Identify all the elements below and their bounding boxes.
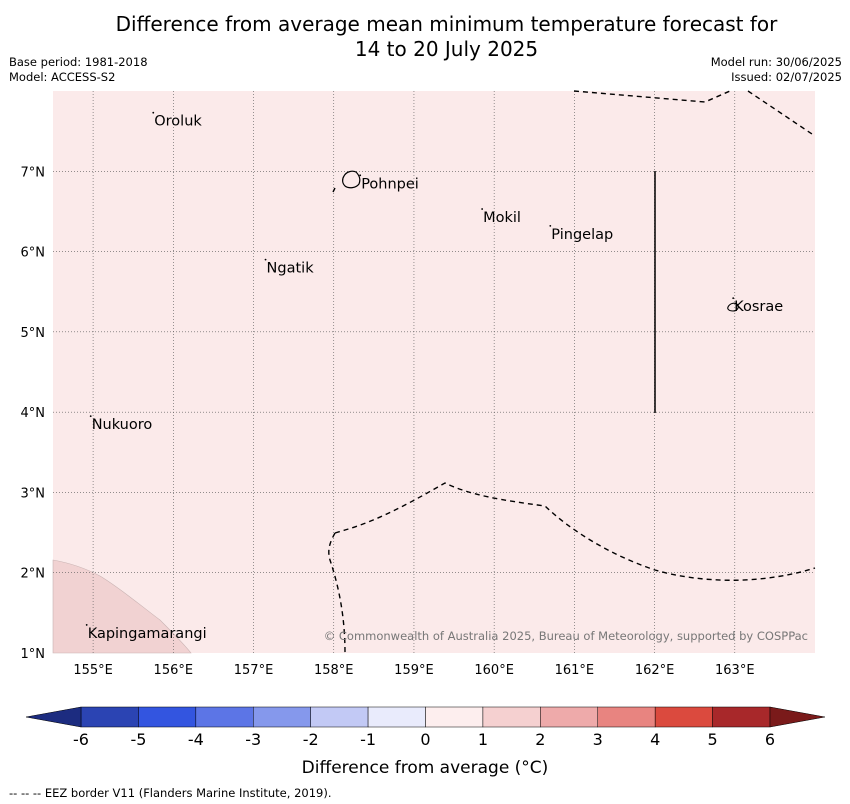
lon-tick-label: 162°E: [635, 663, 675, 678]
place-label-pohnpei: Pohnpei: [361, 176, 419, 192]
eez-border-south: [334, 482, 816, 581]
lat-tick-label: 2°N: [21, 567, 46, 582]
colorbar-under-arrow: [25, 706, 82, 728]
pohnpei-island-outline: [342, 170, 361, 189]
lon-tick-label: 156°E: [154, 663, 194, 678]
colorbar-tick-label: 5: [707, 730, 717, 749]
place-marker: [359, 174, 362, 177]
title-line-1: Difference from average mean minimum tem…: [115, 12, 778, 36]
issued-date: Issued: 02/07/2025: [731, 70, 842, 84]
copyright-notice: © Commonwealth of Australia 2025, Bureau…: [324, 629, 808, 643]
map-frame: Oroluk Pohnpei Mokil Pingelap Ngatik Kosrae Nu…: [52, 90, 816, 654]
place-label-ngatik: Ngatik: [267, 261, 315, 277]
place-label-pingelap: Pingelap: [551, 227, 613, 243]
lat-tick-label: 3°N: [21, 486, 46, 501]
eez-border-north: [573, 90, 813, 135]
place-marker: [264, 258, 267, 261]
model-name: Model: ACCESS-S2: [9, 70, 116, 84]
lon-tick-label: 158°E: [314, 663, 354, 678]
lon-tick-label: 155°E: [73, 663, 113, 678]
eez-border-northwest: [332, 187, 336, 193]
place-labels: Oroluk Pohnpei Mokil Pingelap Ngatik Kosrae Nu…: [85, 111, 783, 642]
place-marker: [152, 111, 155, 114]
longitude-tick-labels: 155°E 156°E 157°E 158°E 159°E 160°E 161°E 162°E…: [73, 663, 754, 678]
warm-anomaly-patch: [52, 559, 192, 654]
meta-left: Base period: 1981-2018 Model: ACCESS-S2: [9, 55, 148, 85]
model-run: Model run: 30/06/2025: [710, 55, 842, 69]
footer-note: -- -- -- EEZ border V11 (Flanders Marine…: [9, 786, 332, 800]
place-label-kosrae: Kosrae: [734, 299, 783, 315]
lon-tick-label: 161°E: [555, 663, 595, 678]
colorbar-tick-label: 4: [650, 730, 660, 749]
colorbar-over-arrow: [769, 706, 826, 728]
eez-border-southwest: [328, 532, 346, 654]
lon-tick-label: 160°E: [474, 663, 514, 678]
base-period: Base period: 1981-2018: [9, 55, 148, 69]
lon-tick-label: 159°E: [394, 663, 434, 678]
lon-tick-label: 157°E: [234, 663, 274, 678]
meta-right: Model run: 30/06/2025 Issued: 02/07/2025: [711, 55, 842, 85]
colorbar-tick-label: -6: [73, 730, 89, 749]
place-marker: [732, 297, 735, 300]
place-marker: [85, 624, 88, 626]
colorbar-segment: [654, 706, 713, 728]
colorbar-segment: [597, 706, 656, 728]
colorbar-tick-label: -5: [130, 730, 146, 749]
colorbar-segment: [540, 706, 598, 728]
colorbar-segment: [712, 706, 771, 728]
colorbar-tick-label: -1: [360, 730, 376, 749]
colorbar: -6 -5 -4 -3 -2 -1 0 1 2 3 4 5 6: [25, 706, 826, 749]
lat-tick-label: 6°N: [21, 246, 46, 261]
colorbar-tick-label: -2: [303, 730, 319, 749]
colorbar-segment: [310, 706, 369, 728]
map-title: Difference from average mean minimum tem…: [0, 12, 850, 62]
place-label-mokil: Mokil: [483, 210, 521, 226]
colorbar-segment: [482, 706, 541, 728]
colorbar-segment: [253, 706, 311, 728]
colorbar-tick-label: 1: [478, 730, 488, 749]
latitude-tick-labels: 1°N 2°N 3°N 4°N 5°N 6°N 7°N: [21, 165, 46, 662]
colorbar-segment: [80, 706, 139, 728]
colorbar-segment: [195, 706, 254, 728]
graticule: [53, 91, 815, 653]
place-label-nukuoro: Nukuoro: [92, 417, 153, 433]
lat-tick-label: 7°N: [21, 165, 46, 180]
place-marker: [549, 225, 552, 227]
place-label-oroluk: Oroluk: [154, 114, 202, 130]
place-marker: [481, 208, 484, 210]
colorbar-tick-label: -4: [188, 730, 204, 749]
place-marker: [89, 415, 92, 418]
kosrae-island-outline: [727, 302, 739, 312]
lat-tick-label: 5°N: [21, 326, 46, 341]
colorbar-tick-label: -3: [245, 730, 261, 749]
lat-tick-label: 1°N: [21, 647, 46, 662]
colorbar-tick-label: 3: [593, 730, 603, 749]
colorbar-tick-label: 6: [765, 730, 775, 749]
lon-tick-label: 163°E: [715, 663, 755, 678]
colorbar-segment: [367, 706, 426, 728]
colorbar-tick-label: 0: [420, 730, 430, 749]
colorbar-tick-label: 2: [535, 730, 545, 749]
colorbar-segment: [138, 706, 197, 728]
place-label-kapingamarangi: Kapingamarangi: [88, 626, 207, 642]
title-line-2: 14 to 20 July 2025: [354, 37, 539, 61]
colorbar-segment: [425, 706, 484, 728]
anomaly-background: [53, 91, 815, 653]
lat-tick-label: 4°N: [21, 406, 46, 421]
colorbar-label: Difference from average (°C): [301, 758, 549, 778]
